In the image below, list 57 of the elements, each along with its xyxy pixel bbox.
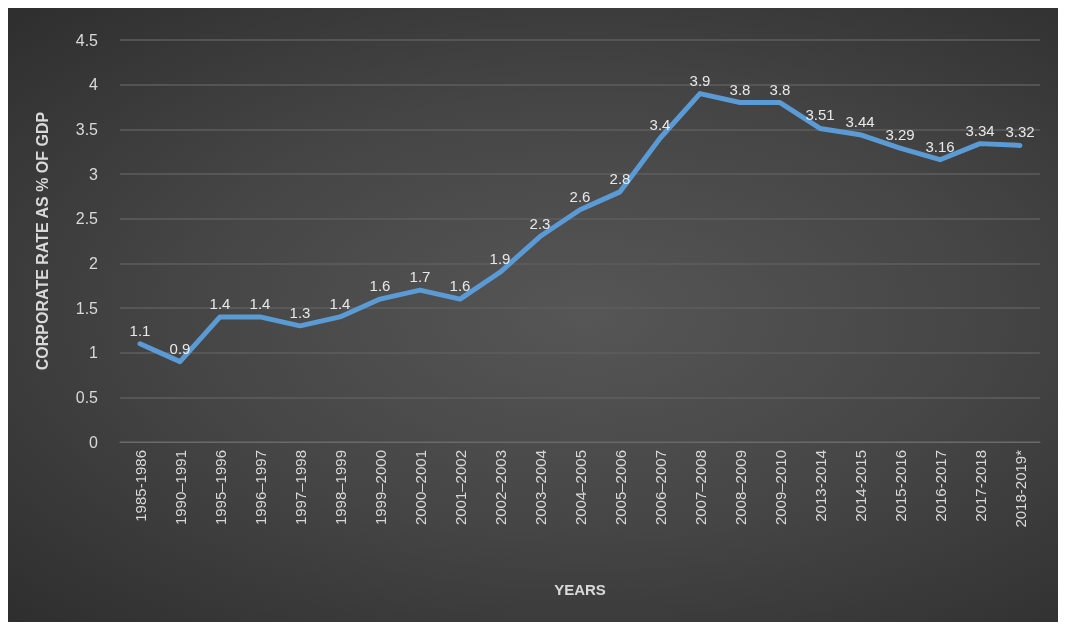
data-label: 1.1 — [129, 321, 151, 339]
data-label: 1.4 — [329, 294, 351, 312]
y-tick-label: 4 — [89, 76, 99, 94]
y-tick-label: 0.5 — [75, 388, 99, 406]
data-label: 0.9 — [169, 339, 191, 357]
data-label: 1.9 — [489, 250, 511, 268]
data-label: 1.6 — [369, 277, 391, 295]
x-tick-label: 2014-2015 — [851, 450, 869, 522]
data-label: 3.51 — [805, 106, 835, 124]
y-tick-label: 2 — [89, 254, 99, 272]
y-tick-label: 3 — [89, 165, 99, 183]
y-tick-label: 0 — [89, 433, 99, 451]
y-axis-title: CORPORATE RATE AS % OF GDP — [33, 111, 51, 371]
data-label: 3.34 — [965, 121, 995, 139]
y-tick-label: 1 — [89, 344, 99, 362]
x-tick-label: 2009–2010 — [771, 450, 789, 526]
x-tick-label: 2016-2017 — [931, 450, 949, 522]
x-tick-label: 2017-2018 — [971, 450, 989, 522]
y-tick-label: 3.5 — [75, 120, 99, 138]
data-label: 2.6 — [569, 187, 591, 205]
data-label: 3.4 — [649, 116, 671, 134]
data-label: 3.9 — [689, 71, 711, 89]
data-label: 1.6 — [449, 277, 471, 295]
x-tick-label: 2000–2001 — [411, 450, 429, 526]
y-tick-label: 4.5 — [75, 31, 99, 49]
x-tick-label: 2006–2007 — [651, 450, 669, 526]
data-label: 3.44 — [845, 112, 875, 130]
y-tick-label: 2.5 — [75, 210, 99, 228]
x-tick-label: 2007–2008 — [691, 450, 709, 526]
x-tick-label: 1997–1998 — [291, 450, 309, 526]
x-tick-label: 2002–2003 — [491, 450, 509, 526]
x-tick-label: 2013-2014 — [811, 450, 829, 522]
x-axis-title: YEARS — [554, 581, 606, 598]
x-tick-label: 2018-2019* — [1011, 449, 1029, 528]
x-tick-label: 1996–1997 — [251, 450, 269, 526]
x-tick-label: 2003–2004 — [531, 450, 549, 526]
data-label: 3.16 — [925, 137, 955, 155]
x-tick-label: 1999–2000 — [371, 450, 389, 526]
x-tick-label: 1990–1991 — [171, 450, 189, 526]
x-tick-label: 2015-2016 — [891, 450, 909, 522]
x-tick-label: 1998–1999 — [331, 450, 349, 526]
x-tick-label: 1995–1996 — [211, 450, 229, 526]
data-label: 3.32 — [1005, 123, 1035, 141]
x-tick-label: 2004–2005 — [571, 450, 589, 526]
data-label: 1.3 — [289, 303, 311, 321]
y-tick-label: 1.5 — [75, 299, 99, 317]
data-label: 1.4 — [249, 294, 271, 312]
x-tick-label: 2001–2002 — [451, 450, 469, 526]
x-tick-label: 2008–2009 — [731, 450, 749, 526]
data-label: 3.8 — [769, 80, 791, 98]
data-label: 3.29 — [885, 126, 915, 144]
x-tick-label: 2005–2006 — [611, 450, 629, 526]
data-label: 3.8 — [729, 80, 751, 98]
x-tick-label: 1985-1986 — [131, 450, 149, 522]
data-label: 2.3 — [529, 214, 551, 232]
data-label: 1.7 — [409, 268, 431, 286]
data-label: 1.4 — [209, 294, 231, 312]
